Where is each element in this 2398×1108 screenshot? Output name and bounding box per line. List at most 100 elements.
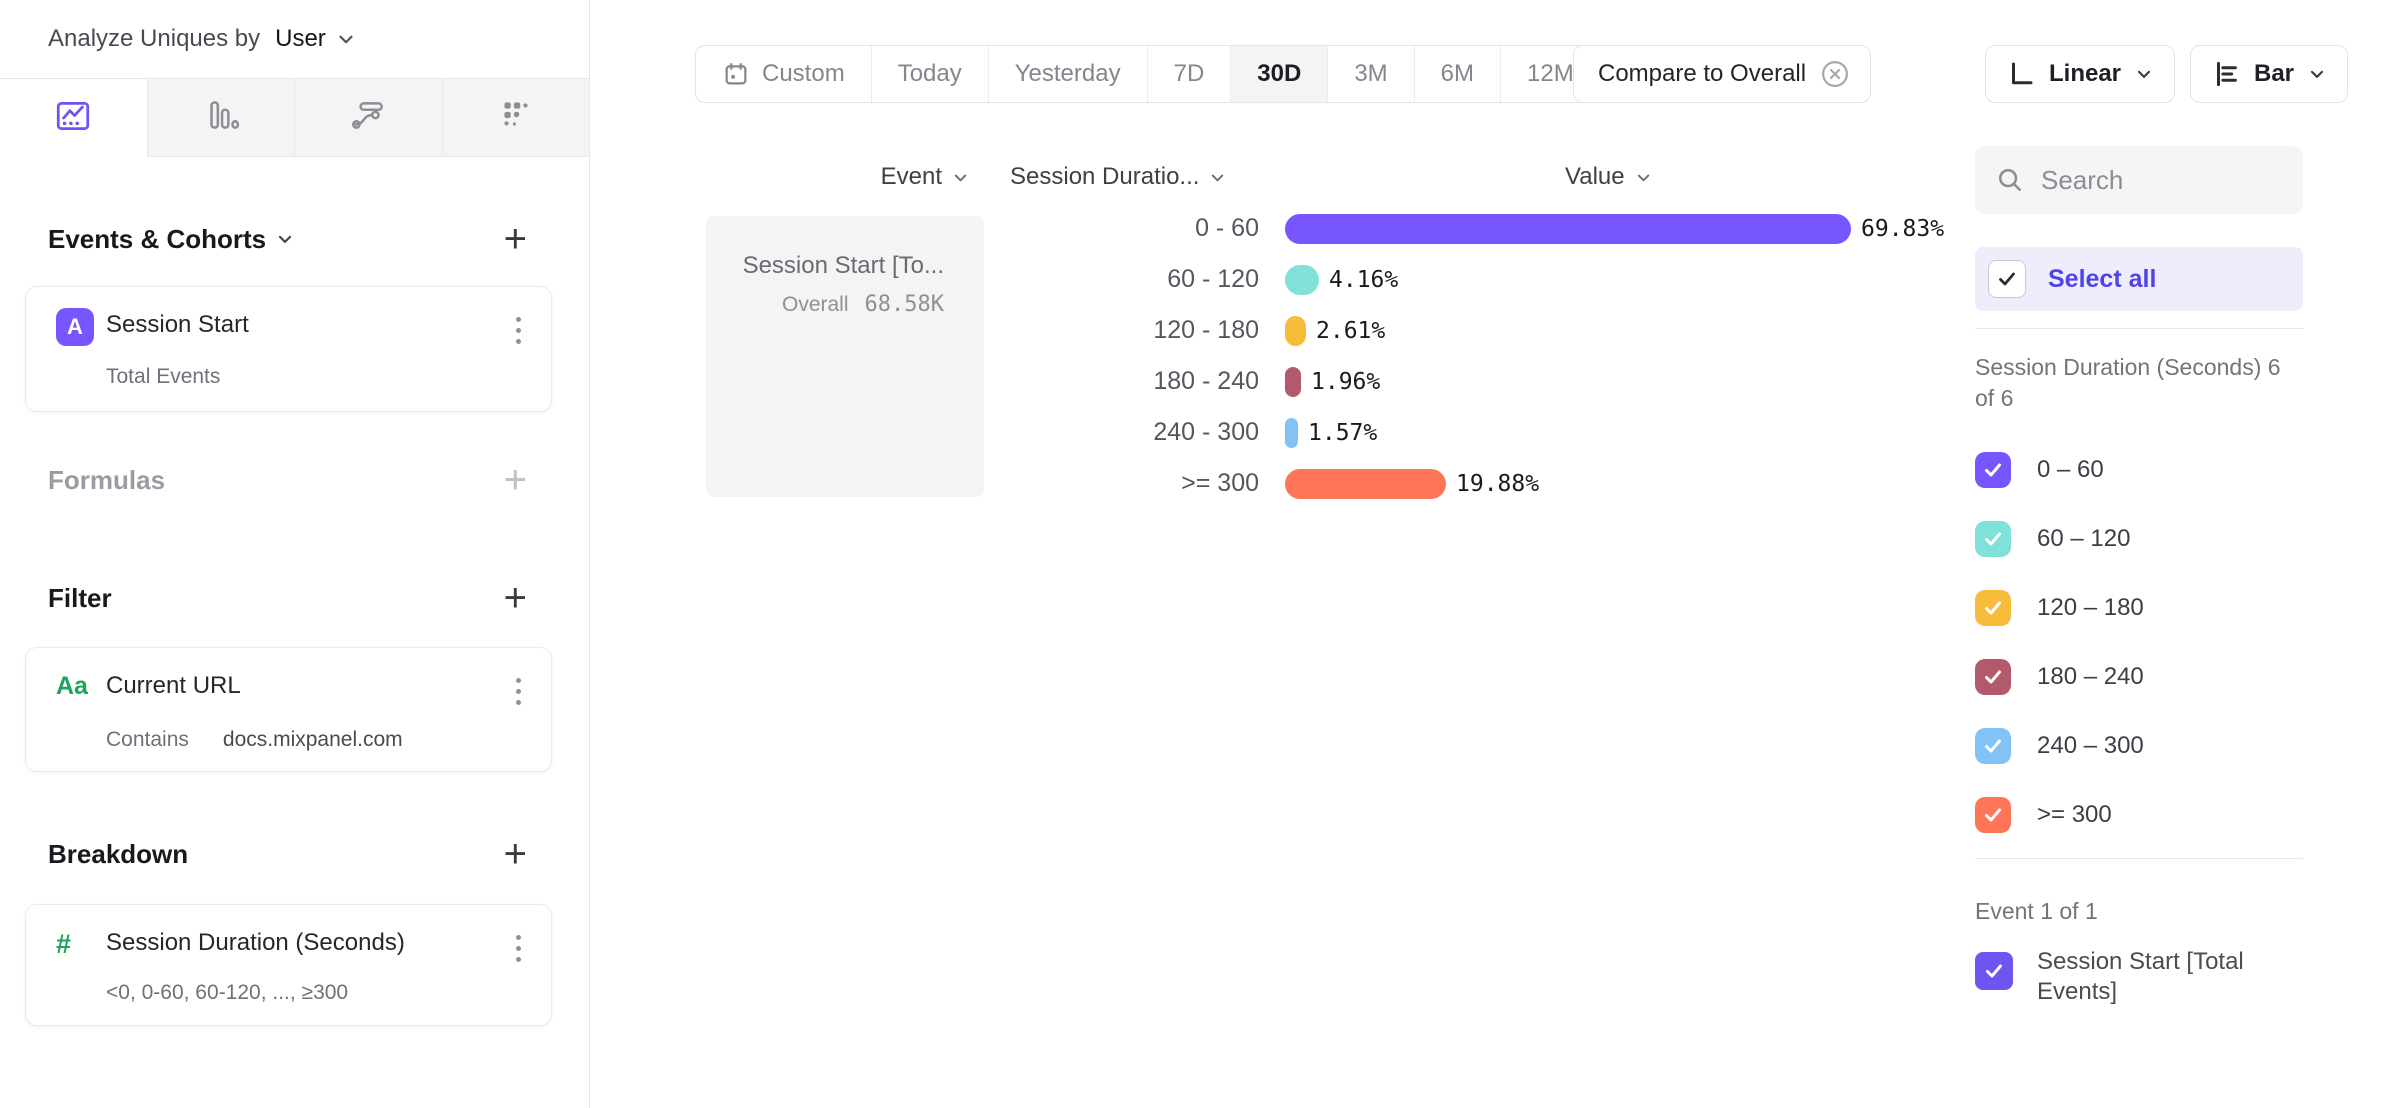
event-group-cell[interactable]: Session Start [To... Overall 68.58K bbox=[706, 216, 984, 497]
series-checkbox[interactable] bbox=[1975, 451, 2011, 488]
date-range-yesterday[interactable]: Yesterday bbox=[987, 46, 1147, 102]
duration-series-row[interactable]: 240 – 300 bbox=[1975, 711, 2144, 780]
value-bar[interactable] bbox=[1285, 417, 1298, 448]
calendar-icon bbox=[722, 60, 750, 88]
series-search-box[interactable] bbox=[1975, 146, 2303, 214]
duration-series-row[interactable]: 60 – 120 bbox=[1975, 504, 2144, 573]
close-circle-icon[interactable] bbox=[1820, 59, 1850, 89]
value-percent-label: 1.57% bbox=[1308, 419, 1378, 446]
date-range-custom[interactable]: Custom bbox=[696, 46, 871, 102]
filter-header: Filter + bbox=[0, 573, 589, 623]
linear-axis-icon bbox=[2006, 59, 2036, 89]
chevron-down-icon bbox=[2134, 64, 2154, 84]
search-input[interactable] bbox=[2041, 164, 2271, 196]
select-all-label: Select all bbox=[2048, 264, 2157, 293]
value-bar[interactable] bbox=[1285, 366, 1301, 397]
value-bar[interactable] bbox=[1285, 468, 1446, 499]
date-range-6m[interactable]: 6M bbox=[1413, 46, 1500, 102]
analyze-uniques-row[interactable]: Analyze Uniques by User bbox=[48, 0, 357, 78]
tab-insights[interactable] bbox=[0, 79, 147, 157]
series-checkbox[interactable] bbox=[1975, 520, 2011, 557]
value-percent-label: 1.96% bbox=[1311, 368, 1381, 395]
series-checkbox[interactable] bbox=[1975, 727, 2011, 764]
kebab-menu-icon[interactable] bbox=[512, 313, 525, 348]
chart-row: 240 - 300 1.57% bbox=[960, 407, 1944, 458]
series-label: >= 300 bbox=[2037, 800, 2112, 828]
chart-type-label: Bar bbox=[2254, 60, 2295, 87]
duration-series-row[interactable]: 180 – 240 bbox=[1975, 642, 2144, 711]
series-checkbox[interactable] bbox=[1975, 658, 2011, 695]
filter-value[interactable]: docs.mixpanel.com bbox=[222, 728, 403, 751]
bucket-label: >= 300 bbox=[1181, 469, 1259, 497]
value-bar[interactable] bbox=[1285, 213, 1851, 244]
chevron-down-icon bbox=[1634, 168, 1653, 187]
chevron-down-icon bbox=[335, 28, 357, 50]
series-label: 240 – 300 bbox=[2037, 731, 2144, 759]
event-series-item[interactable]: Session Start [Total Events] bbox=[1975, 947, 2262, 1007]
kebab-menu-icon[interactable] bbox=[512, 674, 525, 709]
add-event-button[interactable]: + bbox=[503, 217, 527, 261]
series-checkbox[interactable] bbox=[1975, 796, 2011, 833]
text-property-icon: Aa bbox=[56, 672, 88, 700]
column-header-breakdown[interactable]: Session Duratio... bbox=[1010, 160, 1227, 194]
bucket-label: 0 - 60 bbox=[1195, 214, 1259, 242]
duration-series-row[interactable]: 120 – 180 bbox=[1975, 573, 2144, 642]
series-checkbox[interactable] bbox=[1975, 589, 2011, 626]
event-card-session-start[interactable]: A Session Start Total Events bbox=[25, 286, 552, 412]
chevron-down-icon bbox=[2307, 64, 2327, 84]
bar-chart-icon bbox=[201, 95, 241, 140]
event-card-measure[interactable]: Total Events bbox=[106, 365, 221, 388]
value-bar[interactable] bbox=[1285, 315, 1306, 346]
event-cell-overall: Overall 68.58K bbox=[726, 292, 944, 317]
event-letter-badge: A bbox=[56, 308, 94, 346]
column-header-event[interactable]: Event bbox=[830, 160, 970, 194]
series-sidebar: Select all Session Duration (Seconds) 6 … bbox=[1953, 131, 2398, 1108]
compare-to-overall-chip[interactable]: Compare to Overall bbox=[1573, 45, 1872, 103]
series-label: 0 – 60 bbox=[2037, 455, 2104, 483]
compare-chip-label: Compare to Overall bbox=[1598, 60, 1807, 87]
tab-retention[interactable] bbox=[441, 79, 589, 157]
date-range-today[interactable]: Today bbox=[870, 46, 988, 102]
chart-row: 0 - 60 69.83% bbox=[960, 203, 1944, 254]
event-card-title[interactable]: Session Start bbox=[106, 311, 249, 338]
tab-flows[interactable] bbox=[294, 79, 442, 157]
filter-operator[interactable]: Contains bbox=[106, 728, 189, 751]
add-filter-button[interactable]: + bbox=[503, 576, 527, 620]
filter-card-current-url[interactable]: Aa Current URL Contains docs.mixpanel.co… bbox=[25, 647, 552, 772]
query-builder-panel: Analyze Uniques by User bbox=[0, 0, 589, 1108]
chart-row: 60 - 120 4.16% bbox=[960, 254, 1944, 305]
value-bar[interactable] bbox=[1285, 264, 1319, 295]
divider bbox=[0, 78, 589, 79]
series-label: 180 – 240 bbox=[2037, 662, 2144, 690]
chart-type-dropdown-bar[interactable]: Bar bbox=[2190, 45, 2349, 103]
scale-dropdown-linear[interactable]: Linear bbox=[1985, 45, 2176, 103]
select-all-row[interactable]: Select all bbox=[1975, 247, 2303, 311]
formulas-title: Formulas bbox=[48, 464, 166, 495]
date-range-30d-selected[interactable]: 30D bbox=[1230, 46, 1328, 102]
kebab-menu-icon[interactable] bbox=[512, 931, 525, 966]
date-range-3m[interactable]: 3M bbox=[1327, 46, 1413, 102]
date-range-12m[interactable]: 12M bbox=[1500, 46, 1600, 102]
breakdown-card-title[interactable]: Session Duration (Seconds) bbox=[106, 929, 405, 956]
chart-row: 120 - 180 2.61% bbox=[960, 305, 1944, 356]
filter-card-title[interactable]: Current URL bbox=[106, 672, 241, 699]
overall-label: Overall bbox=[781, 293, 849, 316]
duration-series-row[interactable]: 0 – 60 bbox=[1975, 435, 2144, 504]
add-breakdown-button[interactable]: + bbox=[503, 832, 527, 876]
tab-funnels[interactable] bbox=[146, 79, 294, 157]
event-group-header: Event 1 of 1 bbox=[1975, 898, 2098, 924]
date-range-7d[interactable]: 7D bbox=[1146, 46, 1231, 102]
column-header-value[interactable]: Value bbox=[1565, 160, 1653, 194]
analyze-value-user[interactable]: User bbox=[275, 25, 326, 52]
add-formula-button[interactable]: + bbox=[503, 458, 527, 502]
event-series-checkbox[interactable] bbox=[1975, 952, 2013, 990]
breakdown-card-buckets[interactable]: <0, 0-60, 60-120, ..., ≥300 bbox=[106, 981, 349, 1004]
duration-series-row[interactable]: >= 300 bbox=[1975, 780, 2144, 849]
date-range-control: Custom Today Yesterday 7D 30D 3M 6M 12M bbox=[695, 45, 1601, 103]
breakdown-card-session-duration[interactable]: # Session Duration (Seconds) <0, 0-60, 6… bbox=[25, 904, 552, 1026]
select-all-checkbox[interactable] bbox=[1988, 260, 2026, 298]
bar-rows-icon bbox=[2211, 59, 2241, 89]
filter-card-condition[interactable]: Contains docs.mixpanel.com bbox=[106, 728, 403, 752]
events-cohorts-title[interactable]: Events & Cohorts bbox=[48, 224, 295, 255]
bucket-label: 60 - 120 bbox=[1167, 265, 1259, 293]
